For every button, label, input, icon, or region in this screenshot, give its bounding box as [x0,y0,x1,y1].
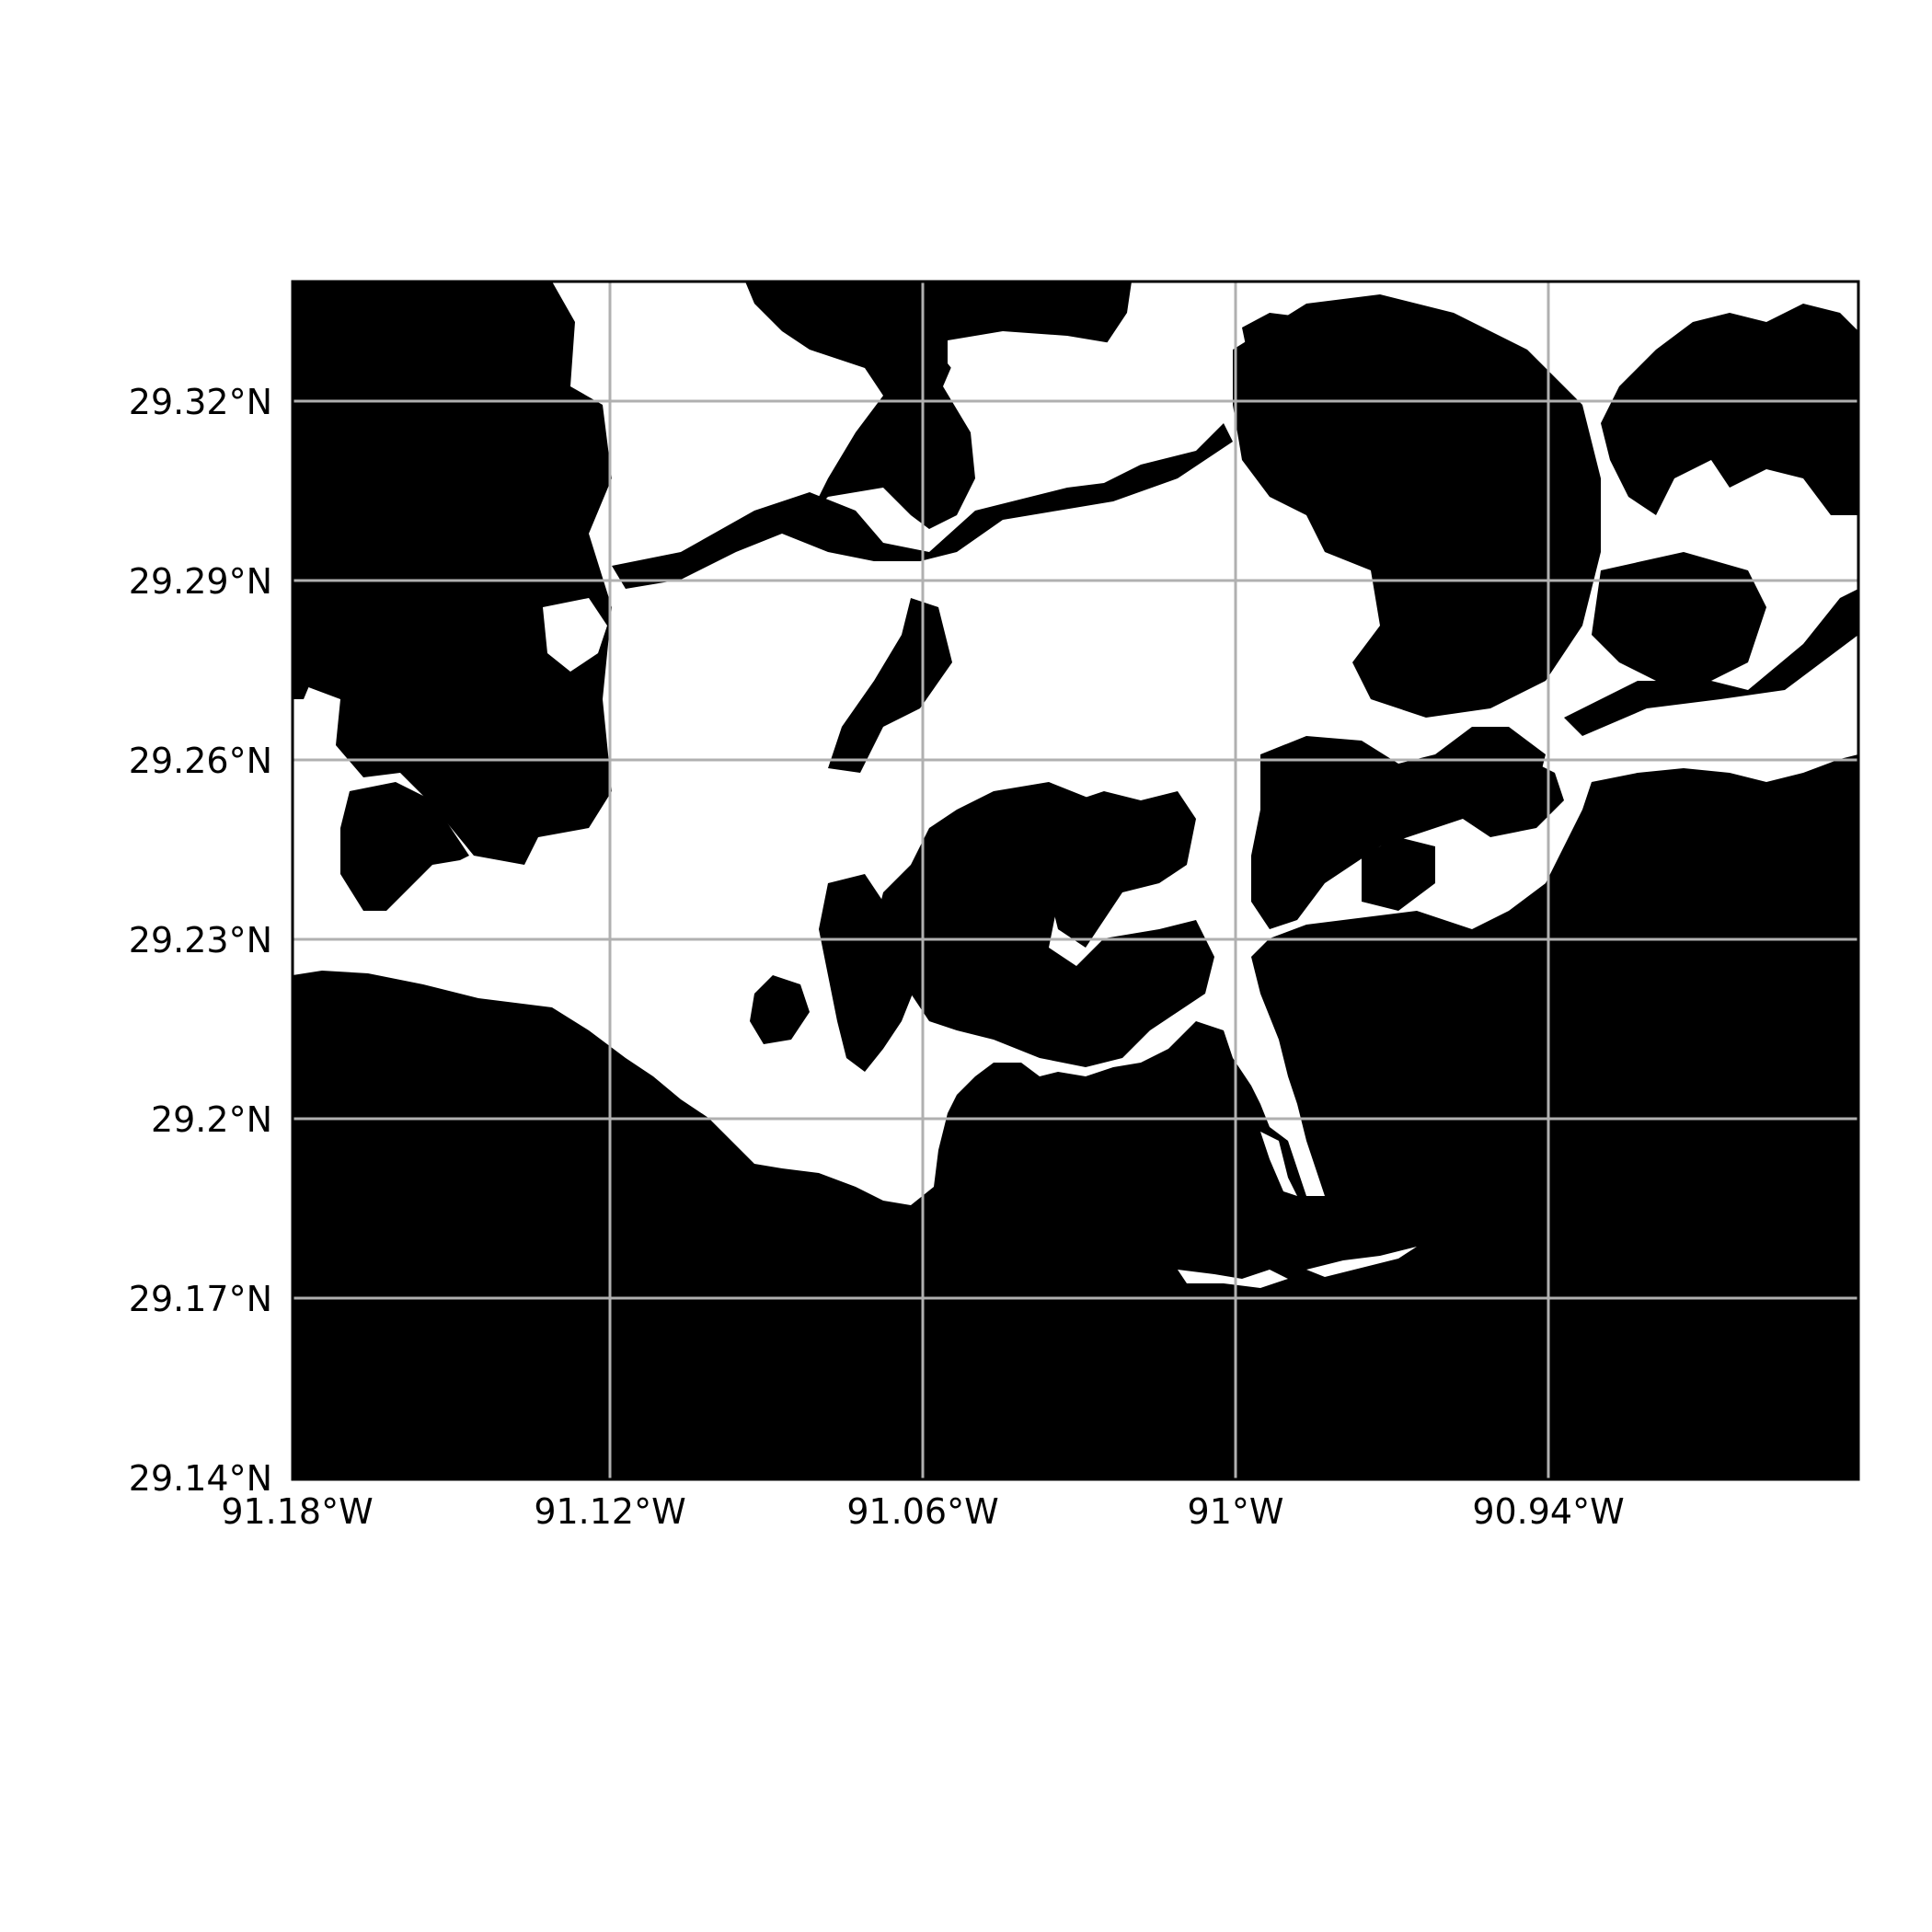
latitude-tick-label: 29.32°N [129,382,272,422]
inlet-island [543,598,607,672]
east-interior-water-b [1362,837,1435,911]
latitude-tick-label: 29.2°N [151,1099,272,1140]
middle-islands-b [1104,920,1214,1030]
latitude-tick-label: 29.23°N [129,920,272,960]
east-interior-water-c [1463,754,1564,837]
coast-sliver-2 [1306,1247,1417,1277]
south-inland-water [819,874,920,1072]
central-lake [828,598,952,773]
southwest-lobe [340,782,469,911]
latitude-tick-label: 29.26°N [129,741,272,781]
longitude-tick-label: 90.94°W [1472,1491,1624,1532]
latitude-tick-label: 29.17°N [129,1279,272,1319]
latitude-tick-label: 29.14°N [129,1458,272,1499]
land-islands [543,331,1417,1288]
map-area [293,282,1858,1479]
south-inland-pond [750,975,810,1044]
coast-sliver-3 [1260,1132,1297,1196]
graticule [293,282,1858,1479]
map-frame [291,280,1860,1481]
coast-sliver-1 [1178,1270,1288,1288]
north-island [948,331,1141,414]
longitude-labels: 91.18°W 91.12°W 91.06°W 91°W 90.94°W [221,1491,1624,1532]
longitude-tick-label: 91.12°W [534,1491,685,1532]
latitude-labels: 29.32°N 29.29°N 29.26°N 29.23°N 29.2°N 29.17°… [129,382,272,1499]
northwest-lake-upper [1242,313,1325,368]
latitude-tick-label: 29.29°N [129,561,272,602]
longitude-tick-label: 91.06°W [846,1491,998,1532]
east-lake [1592,552,1766,681]
northeast-marsh [1601,304,1858,515]
middle-islands [1030,791,1196,948]
longitude-tick-label: 91°W [1188,1491,1284,1532]
west-lake-shore [293,282,377,699]
east-channel [1564,589,1858,736]
longitude-tick-label: 91.18°W [221,1491,373,1532]
